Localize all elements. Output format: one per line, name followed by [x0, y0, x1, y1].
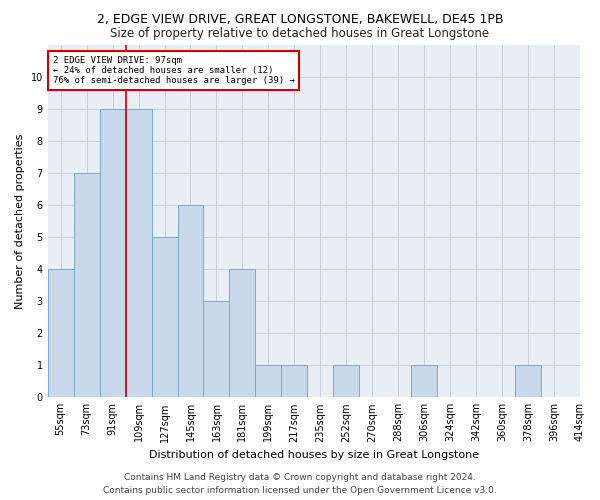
Bar: [334, 366, 359, 398]
Bar: [411, 366, 437, 398]
Bar: [74, 173, 100, 398]
Text: 2 EDGE VIEW DRIVE: 97sqm
← 24% of detached houses are smaller (12)
76% of semi-d: 2 EDGE VIEW DRIVE: 97sqm ← 24% of detach…: [53, 56, 295, 86]
Bar: [178, 205, 203, 398]
Bar: [281, 366, 307, 398]
Bar: [229, 269, 256, 398]
Text: Size of property relative to detached houses in Great Longstone: Size of property relative to detached ho…: [110, 28, 490, 40]
Bar: [515, 366, 541, 398]
Bar: [152, 237, 178, 398]
X-axis label: Distribution of detached houses by size in Great Longstone: Distribution of detached houses by size …: [149, 450, 479, 460]
Bar: [256, 366, 281, 398]
Text: 2, EDGE VIEW DRIVE, GREAT LONGSTONE, BAKEWELL, DE45 1PB: 2, EDGE VIEW DRIVE, GREAT LONGSTONE, BAK…: [97, 12, 503, 26]
Text: Contains HM Land Registry data © Crown copyright and database right 2024.
Contai: Contains HM Land Registry data © Crown c…: [103, 474, 497, 495]
Bar: [125, 109, 152, 398]
Y-axis label: Number of detached properties: Number of detached properties: [15, 134, 25, 309]
Bar: [203, 301, 229, 398]
Bar: [47, 269, 74, 398]
Bar: [100, 109, 125, 398]
